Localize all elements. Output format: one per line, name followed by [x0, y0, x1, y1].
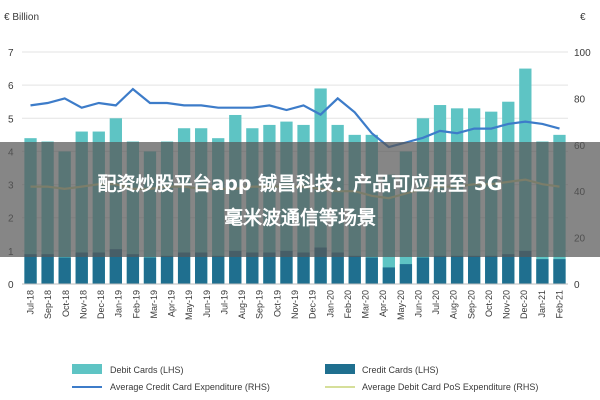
x-tick-label: Oct-19	[272, 290, 282, 317]
credit-bar	[160, 255, 174, 284]
credit-bar	[246, 252, 259, 284]
legend-label-avg-credit: Average Credit Card Expenditure (RHS)	[110, 382, 270, 392]
x-tick-label: Jan-19	[114, 290, 124, 318]
left-tick-label: 0	[8, 280, 14, 291]
credit-bar	[519, 250, 532, 284]
avg-credit-line	[30, 87, 560, 149]
credit-bar	[58, 257, 71, 284]
x-tick-label: Feb-19	[131, 290, 141, 319]
x-tick-label: May-19	[184, 290, 194, 320]
credit-bar	[263, 252, 276, 284]
right-tick-label: 100	[574, 48, 591, 59]
credit-bar	[195, 252, 208, 284]
credit-bar	[450, 255, 464, 284]
credit-bar	[382, 267, 395, 284]
legend: Debit Cards (LHS) Credit Cards (LHS) Ave…	[72, 364, 538, 392]
right-tick-label: 80	[574, 94, 586, 105]
x-tick-label: Mar-20	[361, 290, 371, 319]
credit-bar	[109, 249, 122, 284]
x-tick-label: Jun-19	[202, 290, 212, 318]
x-tick-label: Mar-19	[149, 290, 159, 319]
x-axis: Jul-18 Sep-18 Oct-18 Nov-18 Dec-18 Jan-19 Feb-…	[22, 283, 568, 320]
credit-bar	[297, 252, 310, 284]
credit-bar	[126, 254, 140, 284]
legend-label-debit: Debit Cards (LHS)	[110, 365, 184, 375]
left-tick-label: 7	[8, 48, 14, 59]
left-tick-label: 6	[8, 81, 14, 92]
right-axis-unit: €	[580, 12, 586, 23]
x-tick-label: Dec-20	[519, 290, 529, 319]
credit-bar	[502, 254, 515, 284]
overlay-headline-line2: 毫米波通信等场景	[224, 206, 376, 229]
credit-bar	[24, 254, 37, 284]
x-tick-label: Dec-18	[96, 290, 106, 319]
x-tick-label: Jan-21	[537, 290, 547, 318]
credit-bar	[365, 257, 378, 284]
legend-label-avg-debit: Average Debit Card PoS Expenditure (RHS)	[362, 382, 538, 392]
credit-bar	[348, 255, 361, 284]
overlay-band	[0, 142, 600, 257]
credit-bar	[143, 257, 157, 284]
x-tick-label: Aug-20	[449, 290, 459, 319]
x-tick-label: Sep-19	[255, 290, 265, 319]
credit-bar	[433, 255, 447, 284]
legend-swatch-debit	[72, 364, 102, 374]
x-tick-label: Aug-19	[237, 290, 247, 319]
credit-bar	[468, 255, 481, 284]
x-tick-label: Jun-20	[413, 290, 423, 318]
credit-bar	[41, 254, 54, 284]
credit-bar	[92, 252, 105, 284]
credit-bar	[536, 259, 549, 284]
x-tick-label: Sep-20	[466, 290, 476, 319]
x-tick-label: Jul-18	[26, 290, 36, 315]
credit-bar	[399, 264, 413, 284]
credit-bar	[485, 255, 498, 284]
left-axis-unit: € Billion	[4, 12, 39, 23]
x-tick-label: Apr-19	[167, 290, 177, 317]
x-tick-label: Dec-19	[308, 290, 318, 319]
legend-swatch-credit	[325, 364, 355, 374]
right-tick-label: 0	[574, 280, 580, 291]
credit-bar	[75, 252, 88, 284]
promo-overlay: 配资炒股平台app 铖昌科技：产品可应用至 5G 毫米波通信等场景	[0, 142, 600, 257]
credit-bar	[229, 250, 242, 284]
x-tick-label: Nov-20	[502, 290, 512, 319]
overlay-headline-line1: 配资炒股平台app 铖昌科技：产品可应用至 5G	[97, 172, 502, 195]
x-tick-label: Nov-18	[78, 290, 88, 319]
x-tick-label: Feb-21	[554, 290, 564, 319]
x-tick-label: Oct-18	[61, 290, 71, 317]
x-tick-label: Jan-20	[325, 290, 335, 318]
x-tick-label: Jul-20	[431, 290, 441, 315]
credit-bar	[553, 259, 566, 284]
legend-label-credit: Credit Cards (LHS)	[362, 365, 439, 375]
x-tick-label: Apr-20	[378, 290, 388, 317]
x-tick-label: Nov-19	[290, 290, 300, 319]
x-tick-label: Feb-20	[343, 290, 353, 319]
x-tick-label: May-20	[396, 290, 406, 320]
credit-bar	[177, 252, 191, 284]
x-tick-label: Jul-19	[219, 290, 229, 315]
left-tick-label: 5	[8, 114, 14, 125]
x-tick-label: Sep-18	[43, 290, 53, 319]
credit-bar	[416, 257, 430, 284]
x-tick-label: Oct-20	[484, 290, 494, 317]
credit-bar	[212, 255, 225, 284]
credit-bar	[331, 252, 344, 284]
credit-bar	[280, 250, 293, 284]
